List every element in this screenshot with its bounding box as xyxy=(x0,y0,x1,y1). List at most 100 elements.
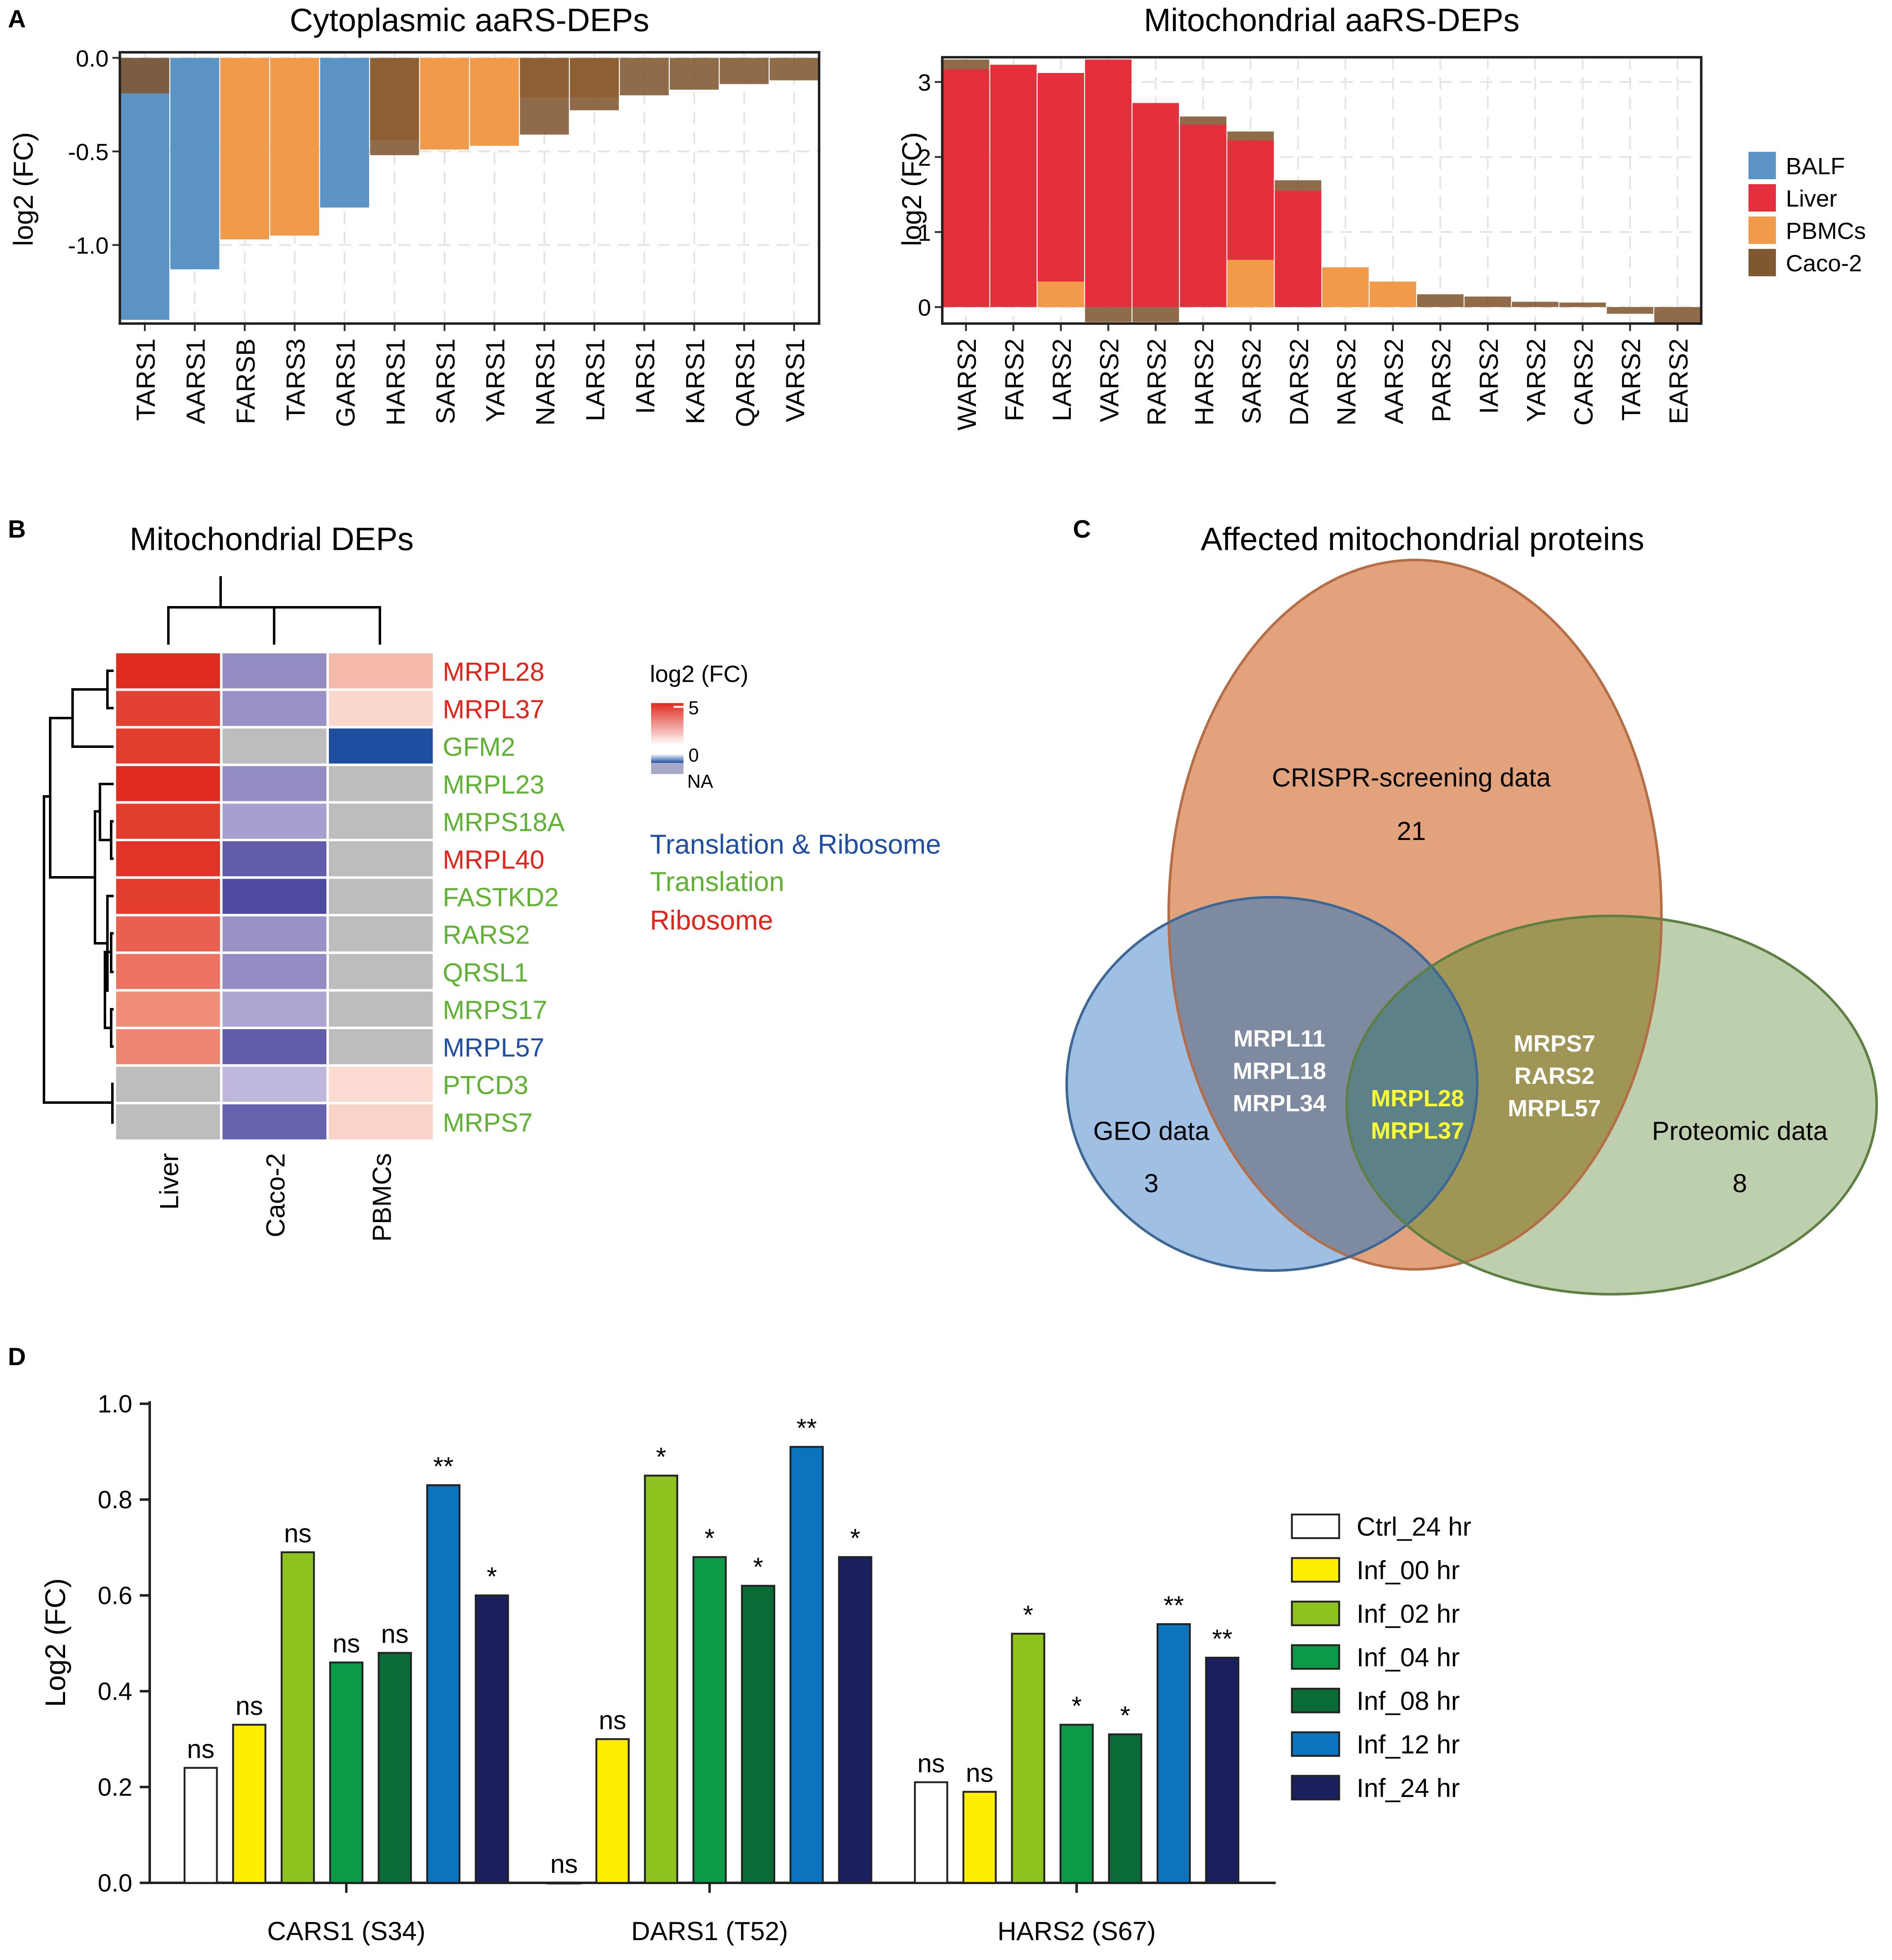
significance-label: ns xyxy=(917,1749,945,1778)
bar-inf-02-hr xyxy=(1011,1633,1046,1884)
bar-inf-24-hr xyxy=(1205,1656,1240,1884)
venn-overlap-crispr-proteomic xyxy=(1347,916,1661,1269)
legend-swatch xyxy=(1291,1557,1340,1583)
x-tick-label: KARS1 xyxy=(681,338,710,424)
bar-caco2 xyxy=(1607,307,1654,314)
heatmap-cell xyxy=(220,651,329,691)
legend-swatch-liver xyxy=(1749,184,1776,212)
heatmap-row-label: GFM2 xyxy=(443,733,516,762)
heatmap-cell xyxy=(326,651,435,691)
mitochondrial-bar-chart: Mitochondrial aaRS-DEPs log2 (FC) 0 1 2 3 WA… xyxy=(896,2,1702,431)
venn-outline-proteomic xyxy=(1345,915,1878,1295)
x-tick-label: IARS1 xyxy=(631,338,660,414)
bar-inf-24-hr xyxy=(474,1594,509,1884)
plot-frame xyxy=(941,56,1702,325)
y-tick-label: 0 xyxy=(918,295,931,321)
legend-swatch xyxy=(1291,1731,1340,1757)
y-tick-label: 0.6 xyxy=(98,1582,132,1609)
venn-all-three-item: MRPL28 xyxy=(1371,1085,1464,1112)
heatmap-cell xyxy=(114,914,223,954)
y-tick-label: 3 xyxy=(918,70,931,96)
venn-outline-geo xyxy=(1065,896,1479,1272)
timepoint-legend: Ctrl_24 hr Inf_00 hr Inf_02 hr Inf_04 hr Inf… xyxy=(1291,1512,1471,1803)
bar-caco2 xyxy=(620,58,669,95)
heatmap-cell xyxy=(220,951,329,992)
legend-swatch-balf xyxy=(1749,152,1776,179)
heatmap-cell xyxy=(114,688,223,729)
significance-label: ** xyxy=(433,1452,453,1481)
bar-caco2 xyxy=(1085,307,1132,322)
bar-pbmcs xyxy=(420,58,469,150)
bar-liver xyxy=(1037,73,1084,307)
bar-inf-04-hr xyxy=(1059,1724,1094,1884)
bar-inf-02-hr xyxy=(280,1551,315,1884)
bar-liver xyxy=(1180,124,1227,307)
heatmap-cell xyxy=(220,1064,329,1105)
heatmap-row-labels: MRPL28 MRPL37 GFM2 MRPL23 MRPS18A MRPL40 FASTK… xyxy=(443,657,565,1137)
significance-label: ns xyxy=(236,1692,263,1721)
venn-label-proteomic: Proteomic data xyxy=(1652,1117,1828,1146)
heatmap-cell xyxy=(326,951,435,992)
x-tick-label: NARS2 xyxy=(1332,338,1361,426)
legend-label: Inf_12 hr xyxy=(1357,1730,1460,1759)
heatmap-column-label: Caco-2 xyxy=(261,1153,290,1237)
legend-label: Inf_04 hr xyxy=(1357,1643,1460,1672)
x-tick-label: SARS1 xyxy=(431,338,460,424)
bar-caco2 xyxy=(520,58,569,135)
x-tick-label: AARS2 xyxy=(1380,338,1409,424)
x-tick-label: HARS1 xyxy=(381,338,410,426)
heatmap-cell xyxy=(114,876,223,917)
bar-pbmcs xyxy=(220,58,270,240)
cytoplasmic-y-axis-label: log2 (FC) xyxy=(8,132,39,246)
heatmap-column-labels: Liver Caco-2 PBMCs xyxy=(155,1153,396,1242)
venn-crispr-geo-item: MRPL18 xyxy=(1233,1058,1326,1084)
x-tick-label: FARSB xyxy=(231,338,260,424)
venn-title: Affected mitochondrial proteins xyxy=(1201,521,1644,557)
heatmap-cell xyxy=(326,1027,435,1067)
panel-label-b: B xyxy=(8,515,26,543)
colorbar-tick-label-high: 5 xyxy=(688,697,699,718)
significance-label: ** xyxy=(1163,1591,1184,1620)
legend-label: Inf_24 hr xyxy=(1357,1774,1460,1803)
x-tick-label: VARS1 xyxy=(781,338,810,422)
legend-swatch-pbmcs xyxy=(1749,217,1776,244)
y-tick-label: 2 xyxy=(918,145,931,171)
x-tick-label: IARS2 xyxy=(1474,338,1503,414)
heatmap-cell xyxy=(114,801,223,841)
bar-caco2 xyxy=(720,58,769,84)
y-tick-label: 1.0 xyxy=(98,1390,132,1418)
colorbar-gradient xyxy=(651,703,683,763)
heatmap-row-label: MRPL23 xyxy=(443,770,545,799)
venn-crispr-geo-item: MRPL11 xyxy=(1233,1025,1325,1052)
bar-inf-08-hr xyxy=(1108,1733,1143,1884)
bar-liver xyxy=(1085,59,1132,307)
x-tick-label: AARS1 xyxy=(182,338,211,424)
legend-swatch xyxy=(1291,1775,1340,1801)
y-tick-label: -0.5 xyxy=(68,139,109,166)
venn-crispr-proteomic-item: MRPL57 xyxy=(1508,1095,1601,1122)
bar-balf xyxy=(320,58,369,208)
significance-label: ns xyxy=(550,1850,578,1879)
legend-label: Inf_02 hr xyxy=(1357,1600,1460,1629)
bar-pbmcs xyxy=(1322,267,1369,307)
bar-liver xyxy=(943,69,990,307)
bar-pbmcs xyxy=(1227,260,1274,307)
heatmap-cell xyxy=(326,688,435,729)
heatmap-column-label: PBMCs xyxy=(367,1153,396,1242)
heatmap-cell xyxy=(220,801,329,841)
heatmap-cell xyxy=(326,1064,435,1105)
heatmap-row-label: RARS2 xyxy=(443,920,530,950)
plot-frame xyxy=(119,51,820,325)
bar-ctrl-24-hr xyxy=(914,1781,948,1884)
heatmap-row-label: QRSL1 xyxy=(443,958,529,987)
bar-caco2 xyxy=(570,58,619,110)
x-tick-label: HARS2 xyxy=(1190,338,1219,426)
heatmap-row-label: MRPS18A xyxy=(443,808,565,837)
heatmap-cell xyxy=(220,839,329,879)
significance-label: ns xyxy=(381,1620,409,1649)
panel-label-d: D xyxy=(8,1343,26,1371)
y-tick-label: 0.2 xyxy=(98,1773,132,1801)
category-legend-translation-ribosome: Translation & Ribosome xyxy=(650,829,941,859)
x-tick-label: LARS2 xyxy=(1048,338,1077,421)
legend-label: Ctrl_24 hr xyxy=(1357,1512,1471,1541)
